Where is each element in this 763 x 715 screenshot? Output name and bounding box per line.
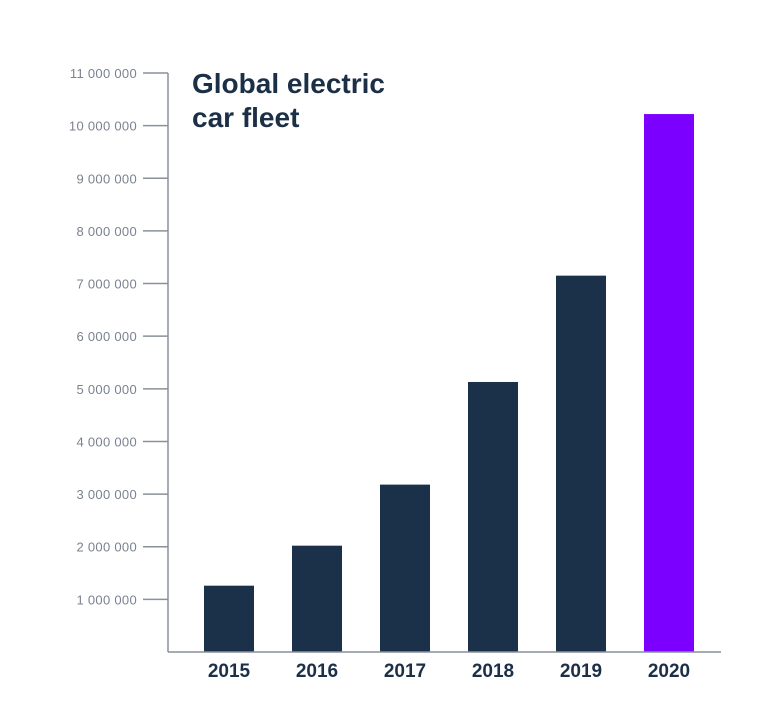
y-tick-label: 4 000 000 bbox=[76, 434, 137, 449]
y-tick-label: 3 000 000 bbox=[76, 487, 137, 502]
x-tick-label-2017: 2017 bbox=[384, 661, 426, 682]
y-tick-label: 5 000 000 bbox=[76, 382, 137, 397]
y-tick-label: 11 000 000 bbox=[70, 66, 137, 81]
bar-2015 bbox=[204, 585, 254, 652]
bar-2016 bbox=[292, 545, 342, 652]
y-axis-ticks: 1 000 000 2 000 000 3 000 000 4 000 000 5 00… bbox=[69, 66, 168, 607]
bars bbox=[204, 114, 694, 652]
x-tick-label-2016: 2016 bbox=[296, 661, 338, 682]
y-tick-label: 1 000 000 bbox=[76, 592, 137, 607]
x-axis-labels: 2015 2016 2017 2018 2019 2020 bbox=[208, 661, 690, 682]
x-tick-label-2019: 2019 bbox=[560, 661, 602, 682]
x-tick-label-2020: 2020 bbox=[648, 661, 690, 682]
y-tick-label: 2 000 000 bbox=[76, 540, 137, 555]
bar-2019 bbox=[556, 275, 606, 652]
y-tick-label: 9 000 000 bbox=[76, 171, 137, 186]
y-tick-label: 7 000 000 bbox=[76, 277, 137, 292]
bar-2018 bbox=[468, 381, 518, 652]
x-tick-label-2018: 2018 bbox=[472, 661, 514, 682]
bar-2020 bbox=[644, 114, 694, 652]
x-tick-label-2015: 2015 bbox=[208, 661, 251, 682]
chart-title-line-2: car fleet bbox=[192, 102, 299, 133]
bar-2017 bbox=[380, 484, 430, 652]
chart-title: Global electric car fleet bbox=[192, 68, 385, 133]
y-tick-label: 6 000 000 bbox=[76, 329, 137, 344]
y-tick-label: 8 000 000 bbox=[76, 224, 137, 239]
y-tick-label: 10 000 000 bbox=[69, 119, 137, 134]
chart-title-line-1: Global electric bbox=[192, 68, 385, 99]
